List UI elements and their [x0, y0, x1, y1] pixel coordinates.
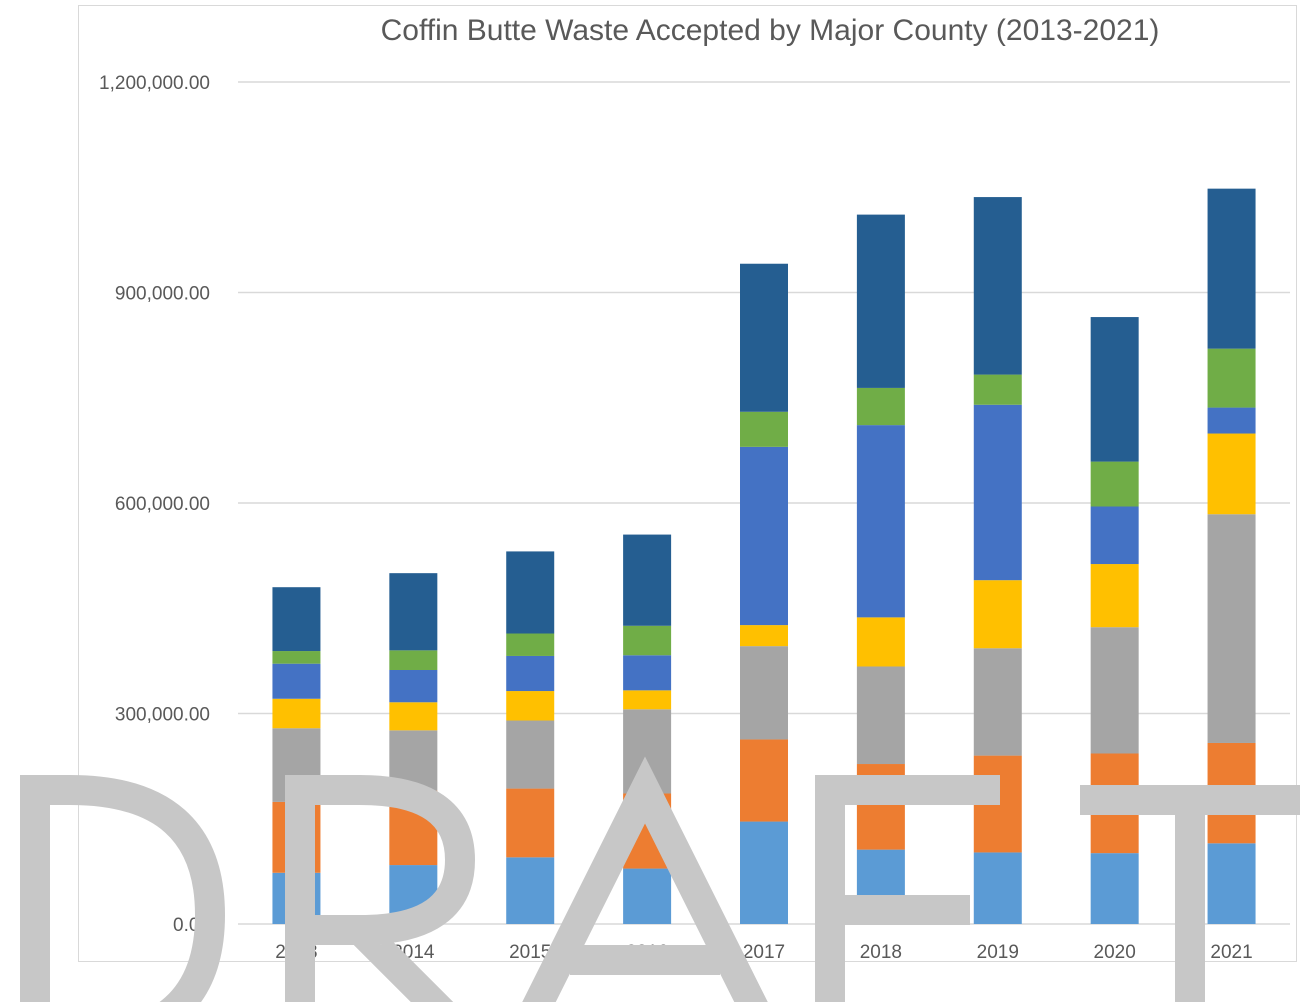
bar-segment	[740, 739, 788, 822]
bar-segment	[389, 669, 438, 703]
bar-segment	[740, 446, 788, 626]
bar-segment	[1090, 564, 1139, 628]
bar-segment	[1090, 317, 1139, 462]
bar-segment	[740, 411, 788, 447]
bar-segment	[623, 534, 672, 626]
y-tick-label: 900,000.00	[115, 284, 210, 305]
watermark-letter-f	[815, 775, 1000, 1002]
y-tick-label: 1,200,000.00	[99, 73, 210, 94]
bar-segment	[272, 663, 321, 699]
bar-segment	[856, 666, 905, 765]
bar-stack-2020	[1090, 317, 1139, 924]
bar-segment	[506, 633, 555, 656]
x-tick-label: 2017	[743, 942, 785, 963]
x-tick-label: 2015	[509, 942, 551, 963]
bar-segment	[1207, 188, 1256, 349]
bar-segment	[1207, 433, 1256, 515]
bar-segment	[973, 374, 1022, 405]
watermark-letter-t	[1080, 785, 1300, 1002]
bar-segment	[1090, 627, 1139, 754]
bar-segment	[506, 655, 555, 692]
bar-segment	[1090, 506, 1139, 565]
y-tick-label: 600,000.00	[115, 494, 210, 515]
bar-segment	[1207, 407, 1256, 434]
bar-segment	[856, 387, 905, 426]
bar-segment	[973, 648, 1022, 756]
bar-segment	[506, 551, 555, 634]
bar-segment	[389, 702, 438, 731]
bar-stack-2015	[506, 551, 555, 924]
x-tick-label: 2020	[1094, 942, 1136, 963]
bar-segment	[272, 651, 321, 664]
bar-segment	[1090, 461, 1139, 507]
bar-segment	[856, 425, 905, 618]
bar-segment	[623, 625, 672, 656]
bar-segment	[1090, 853, 1139, 924]
y-tick-label: 300,000.00	[115, 705, 210, 726]
bar-segment	[389, 573, 438, 651]
bar-segment	[1207, 514, 1256, 743]
bar-segment	[506, 857, 555, 924]
x-tick-label: 2019	[977, 942, 1019, 963]
bar-segment	[506, 691, 555, 721]
bar-segment	[506, 720, 555, 789]
bar-segment	[623, 655, 672, 691]
bar-segment	[740, 625, 788, 647]
watermark-letter-d	[20, 775, 226, 1002]
bar-segment	[973, 197, 1022, 375]
bar-segment	[506, 788, 555, 858]
bar-segment	[740, 821, 788, 924]
bar-segment	[623, 868, 672, 924]
bar-segment	[973, 852, 1022, 924]
chart-title: Coffin Butte Waste Accepted by Major Cou…	[381, 14, 1160, 47]
bar-stack-2017	[740, 263, 788, 924]
x-tick-label: 2018	[860, 942, 902, 963]
x-tick-label: 2021	[1210, 942, 1252, 963]
bar-segment	[1207, 348, 1256, 408]
bar-segment	[856, 214, 905, 388]
bar-segment	[623, 690, 672, 710]
bar-segment	[272, 587, 321, 652]
bar-segment	[1207, 843, 1256, 924]
bar-segment	[856, 617, 905, 667]
bar-segment	[389, 650, 438, 670]
bar-segment	[740, 263, 788, 412]
bar-segment	[973, 404, 1022, 581]
watermark-letter-r	[285, 775, 476, 1002]
bar-segment	[973, 580, 1022, 649]
bar-segment	[272, 698, 321, 729]
watermark-letter-a	[522, 756, 768, 1002]
bar-segment	[740, 646, 788, 740]
